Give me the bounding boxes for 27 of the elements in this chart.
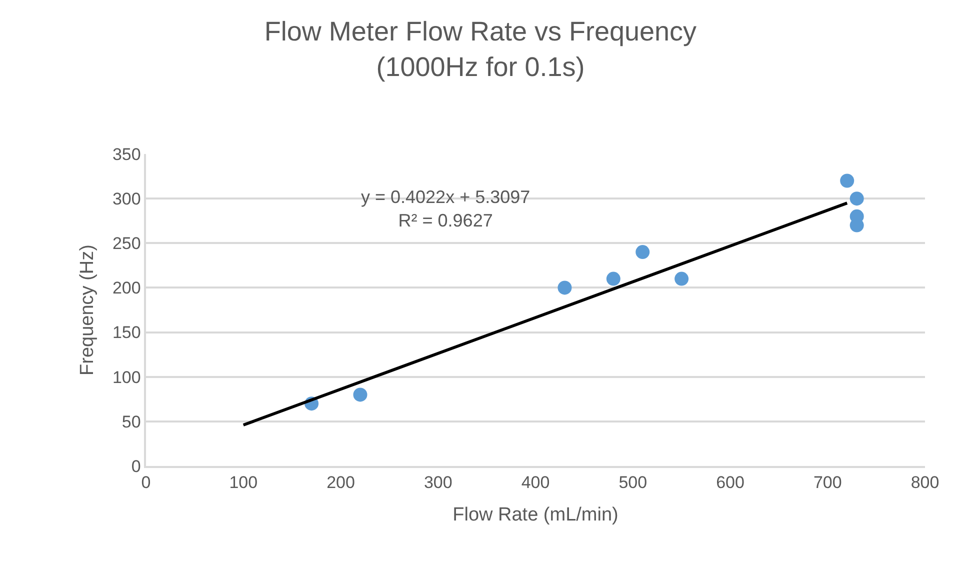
- y-tick-label: 0: [131, 456, 141, 476]
- x-tick-label: 700: [813, 473, 842, 492]
- x-tick-label: 200: [326, 473, 355, 492]
- x-tick-label: 800: [910, 473, 940, 492]
- y-tick-label: 250: [112, 234, 141, 254]
- y-tick-label: 150: [112, 323, 141, 342]
- x-tick-label: 400: [521, 473, 550, 492]
- point: [606, 272, 620, 286]
- point: [636, 245, 650, 260]
- x-tick-label: 100: [229, 473, 258, 492]
- x-tick-label: 500: [618, 473, 648, 492]
- point: [674, 272, 689, 286]
- point: [558, 280, 572, 295]
- x-axis-title: Flow Rate (mL/min): [452, 504, 618, 526]
- y-tick-label: 200: [112, 278, 141, 298]
- x-tick-label: 300: [424, 473, 452, 492]
- y-axis-title: Frequency (Hz): [76, 244, 98, 376]
- annotation: y = 0.4022x + 5.3097 R² = 0.9627: [361, 187, 530, 230]
- point: [353, 388, 368, 402]
- point: [840, 174, 854, 188]
- point: [850, 192, 864, 206]
- y-tick-label: 300: [112, 190, 141, 209]
- y-tick-label: 350: [112, 144, 141, 164]
- y-tick-label: 100: [112, 368, 141, 387]
- y-tick-label: 50: [122, 412, 141, 432]
- chart-title: Flow Meter Flow Rate vs Frequency (1000Hz for 0.1s): [264, 16, 698, 82]
- x-tick-label: 600: [716, 473, 744, 492]
